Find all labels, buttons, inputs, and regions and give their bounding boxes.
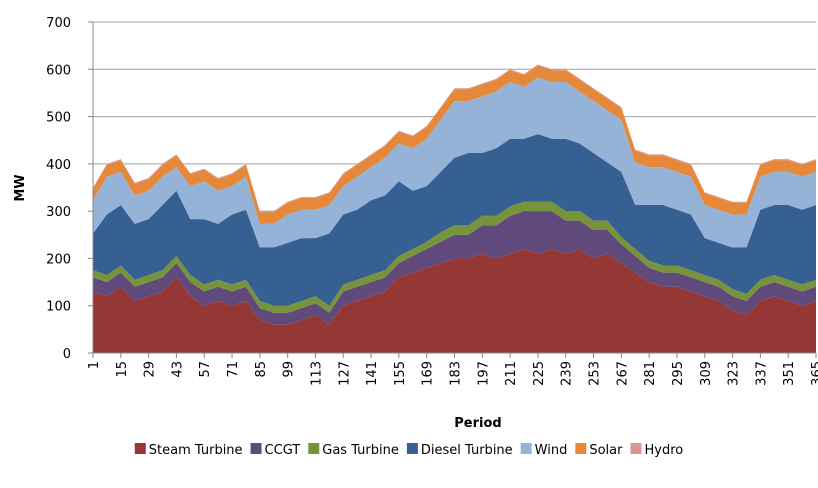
x-tick-label: 99	[282, 361, 297, 378]
y-tick-label: 100	[46, 300, 71, 315]
x-tick-label: 211	[504, 361, 519, 386]
area	[93, 77, 816, 248]
x-tick-label: 113	[309, 361, 324, 386]
area	[93, 134, 816, 306]
x-tick-label: 267	[615, 361, 630, 386]
legend-swatch	[406, 443, 418, 454]
legend-label: Wind	[535, 443, 568, 458]
x-tick-label: 169	[421, 361, 436, 386]
x-tick-label: 15	[115, 361, 130, 378]
x-tick-label: 183	[449, 361, 464, 386]
x-tick-label: 365	[810, 361, 818, 386]
legend-label: Gas Turbine	[322, 443, 399, 458]
x-tick-label: 155	[393, 361, 408, 386]
x-tick-label: 351	[782, 361, 797, 386]
x-axis-label: Period	[454, 416, 501, 431]
legend-label: Hydro	[644, 443, 683, 458]
legend-swatch	[134, 443, 146, 454]
y-tick-label: 300	[46, 205, 71, 220]
y-tick-label: 500	[46, 111, 71, 126]
area	[93, 65, 816, 224]
legend-label: Steam Turbine	[149, 443, 243, 458]
legend-label: CCGT	[265, 443, 301, 458]
legend-swatch	[575, 443, 587, 454]
y-tick-label: 200	[46, 252, 71, 267]
legend-swatch	[630, 443, 642, 454]
y-tick-label: 0	[63, 347, 71, 362]
x-tick-label: 323	[727, 361, 742, 386]
y-tick-label: 600	[46, 63, 71, 78]
x-tick-label: 29	[143, 361, 158, 378]
x-tick-label: 295	[671, 361, 686, 386]
x-tick-label: 281	[643, 361, 658, 386]
x-tick-label: 71	[226, 361, 241, 378]
legend-label: Solar	[589, 443, 623, 458]
y-tick-label: 700	[46, 16, 71, 31]
legend-swatch	[250, 443, 262, 454]
x-tick-label: 197	[476, 361, 491, 386]
legend-swatch	[308, 443, 320, 454]
x-tick-label: 43	[170, 361, 185, 378]
y-tick-label: 400	[46, 158, 71, 173]
x-tick-label: 1	[87, 361, 102, 369]
area	[93, 248, 816, 353]
x-tick-label: 309	[699, 361, 714, 386]
x-tick-label: 141	[365, 361, 380, 386]
legend-swatch	[520, 443, 532, 454]
x-tick-label: 85	[254, 361, 269, 378]
area	[93, 211, 816, 325]
x-tick-label: 127	[337, 361, 352, 386]
legend-label: Diesel Turbine	[421, 443, 513, 458]
x-tick-label: 239	[560, 361, 575, 386]
legend: Steam Turbine CCGT Gas Turbine Diesel Turbi…	[134, 443, 683, 458]
x-tick-label: 57	[198, 361, 213, 378]
x-tick-label: 337	[754, 361, 769, 386]
y-axis-label: MW	[13, 174, 28, 201]
x-tick-label: 253	[588, 361, 603, 386]
x-tick-label: 225	[532, 361, 547, 386]
